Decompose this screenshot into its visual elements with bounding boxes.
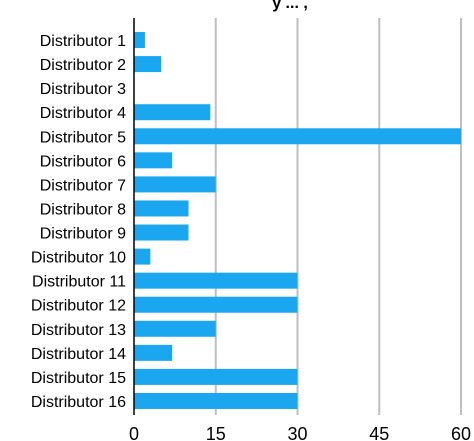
bar [134, 176, 216, 193]
category-label: Distributor 7 [40, 177, 126, 194]
category-label: Distributor 9 [40, 226, 126, 243]
category-label: Distributor 10 [31, 250, 126, 267]
category-labels: Distributor 1 Distributor 2 Distributor 3 D… [31, 33, 126, 411]
category-label: Distributor 12 [31, 298, 126, 315]
category-label: Distributor 5 [40, 129, 126, 146]
x-tick-label: 0 [129, 424, 139, 441]
bar [134, 32, 145, 49]
category-label: Distributor 16 [31, 394, 126, 411]
category-label: Distributor 2 [40, 57, 126, 74]
x-tick-labels: 0 15 30 45 60 [129, 424, 471, 441]
gridlines [214, 18, 462, 415]
bar [134, 320, 216, 337]
bar [134, 200, 189, 217]
bar [134, 128, 461, 145]
bar [134, 152, 173, 169]
category-label: Distributor 11 [32, 274, 126, 291]
bar [134, 56, 162, 73]
bar [134, 344, 173, 361]
category-label: Distributor 13 [31, 322, 126, 339]
category-label: Distributor 3 [40, 81, 126, 98]
category-label: Distributor 4 [40, 105, 126, 122]
x-tick-label: 15 [206, 424, 226, 441]
category-label: Distributor 8 [40, 201, 126, 218]
bar [134, 368, 298, 385]
bar [134, 224, 189, 241]
x-tick-label: 30 [287, 424, 307, 441]
category-label: Distributor 15 [31, 370, 126, 387]
bar [134, 248, 151, 265]
x-tick-label: 45 [369, 424, 389, 441]
chart-title: y ... , [272, 0, 308, 12]
category-label: Distributor 14 [31, 346, 126, 363]
category-label: Distributor 1 [40, 33, 126, 50]
bar [134, 296, 298, 313]
x-tick-label: 60 [451, 424, 471, 441]
bar [134, 272, 298, 289]
category-label: Distributor 6 [40, 153, 126, 170]
bar [134, 392, 298, 409]
bar [134, 104, 211, 121]
bars [134, 32, 461, 409]
